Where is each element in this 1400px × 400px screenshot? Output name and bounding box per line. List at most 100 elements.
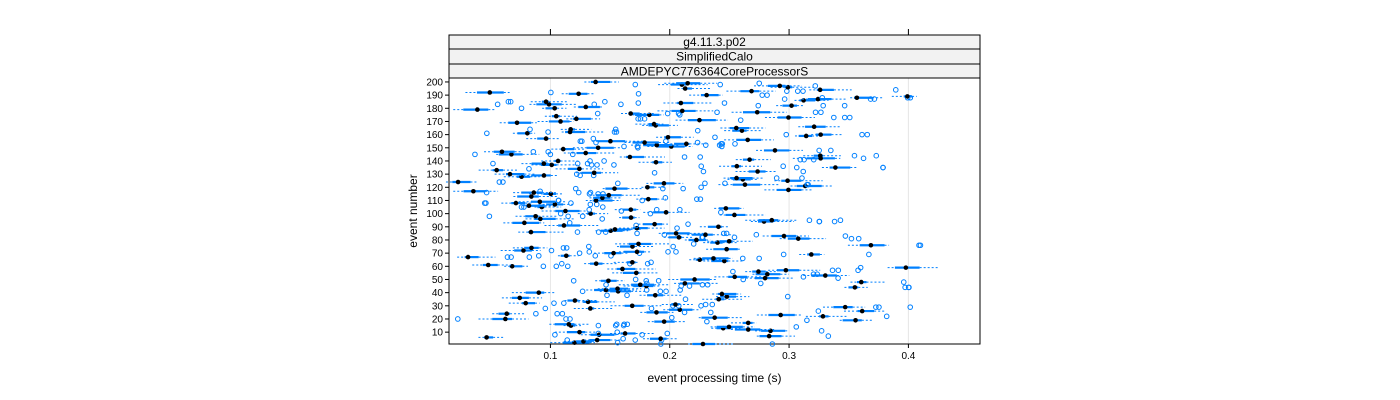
median-dot	[593, 79, 598, 85]
median-dot	[628, 207, 634, 212]
outlier-point	[664, 330, 671, 337]
outlier-point	[835, 267, 842, 274]
outlier-point	[587, 158, 593, 164]
event-box	[499, 120, 537, 126]
event-box	[644, 280, 764, 287]
event-box	[453, 188, 543, 195]
outlier-point	[722, 180, 728, 187]
x-axis: 0.1 0.2 0.3 0.4	[543, 29, 916, 362]
outlier-point	[907, 304, 914, 310]
outlier-point	[812, 109, 819, 116]
y-tick-label: 150	[426, 143, 443, 154]
event-box	[457, 254, 533, 260]
event-box	[804, 317, 873, 324]
event-box	[544, 222, 639, 229]
outlier-point	[643, 287, 650, 293]
event-box	[541, 158, 607, 164]
outlier-point	[871, 96, 878, 102]
event-box	[764, 187, 813, 193]
event-box	[570, 277, 662, 284]
outlier-point	[635, 91, 642, 97]
outlier-point	[681, 154, 688, 160]
event-box	[745, 217, 844, 224]
event-box	[635, 100, 728, 106]
event-box	[809, 87, 899, 93]
median-dot	[487, 90, 493, 95]
event-box	[694, 127, 762, 134]
median-dot	[494, 167, 499, 173]
outlier-point	[685, 221, 691, 227]
median-dot	[817, 87, 823, 93]
event-box	[726, 88, 806, 94]
median-dot	[471, 188, 476, 194]
event-box	[819, 94, 914, 101]
outlier-point	[545, 129, 551, 135]
outlier-point	[780, 163, 786, 170]
median-dot	[552, 105, 557, 111]
event-box	[612, 270, 659, 276]
median-dot	[854, 95, 860, 101]
event-box	[693, 255, 762, 262]
median-dot	[628, 111, 634, 116]
outlier-point	[800, 274, 807, 280]
outlier-point	[709, 301, 716, 308]
median-dot	[858, 279, 864, 285]
median-dot	[673, 231, 679, 236]
median-dot	[558, 119, 563, 124]
outlier-point	[537, 188, 543, 195]
median-dot	[563, 253, 569, 259]
median-dot	[734, 175, 739, 181]
outlier-point	[806, 217, 813, 224]
median-dot	[636, 241, 641, 247]
outlier-point	[690, 241, 697, 247]
outlier-point	[615, 180, 621, 187]
outlier-point	[805, 181, 811, 188]
outlier-point	[490, 160, 496, 167]
event-box	[663, 307, 701, 313]
outlier-point	[553, 263, 560, 270]
event-box	[551, 146, 586, 152]
event-box	[478, 335, 505, 340]
outlier-point	[831, 218, 838, 225]
event-box	[724, 137, 774, 143]
event-box	[525, 216, 606, 222]
outlier-point	[505, 98, 512, 105]
outlier-point	[846, 114, 853, 121]
event-box	[545, 129, 620, 135]
event-box	[730, 320, 757, 326]
outlier-point	[545, 148, 552, 155]
outlier-point	[694, 127, 701, 134]
outlier-point	[694, 196, 700, 202]
event-box	[798, 124, 841, 130]
outlier-point	[757, 280, 764, 287]
outlier-point	[716, 142, 723, 148]
event-box	[714, 206, 744, 211]
median-dot	[842, 304, 848, 310]
outlier-point	[820, 102, 826, 109]
outlier-point	[614, 339, 621, 346]
event-box	[518, 229, 609, 235]
event-box	[486, 213, 586, 220]
event-box	[718, 181, 811, 188]
median-dot	[507, 171, 513, 177]
outlier-point	[643, 277, 650, 284]
event-box	[549, 321, 631, 328]
median-dot	[593, 198, 599, 203]
event-box	[641, 184, 704, 191]
outlier-point	[755, 102, 762, 109]
median-dot	[465, 254, 471, 260]
event-box	[735, 156, 817, 163]
outlier-point	[721, 100, 728, 106]
outlier-point	[639, 331, 645, 338]
outlier-point	[540, 263, 547, 270]
outlier-point	[592, 252, 599, 259]
event-box	[554, 329, 621, 335]
median-dot	[475, 107, 480, 112]
event-box	[661, 231, 760, 238]
event-box	[500, 247, 555, 254]
outlier-point	[568, 200, 574, 206]
outlier-point	[900, 279, 907, 285]
event-box	[615, 180, 728, 187]
outlier-point	[653, 206, 660, 213]
median-dot	[620, 266, 625, 272]
